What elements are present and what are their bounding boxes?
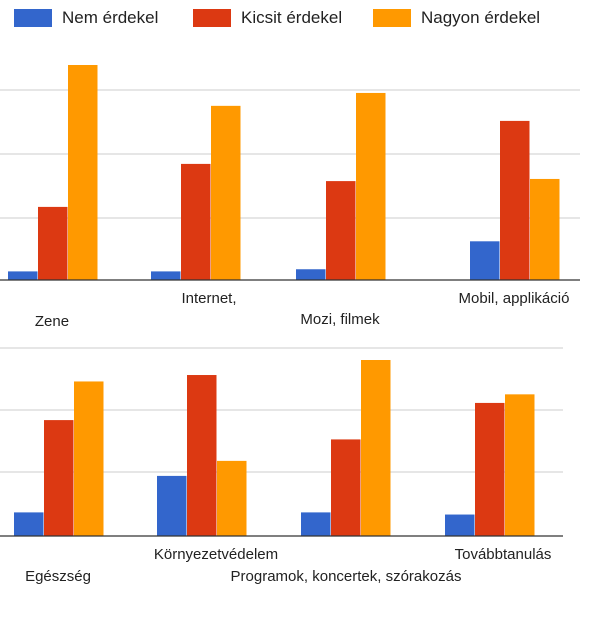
- legend-label: Kicsit érdekel: [241, 8, 343, 27]
- bar: [361, 360, 391, 536]
- bar: [445, 514, 475, 536]
- x-tick-label: Internet,: [181, 290, 236, 307]
- bar: [475, 402, 505, 536]
- legend-swatch-kicsit-erdekel: [193, 9, 231, 27]
- bar: [500, 120, 530, 281]
- bar: [187, 375, 217, 536]
- bar: [211, 105, 241, 280]
- chart-panel-1: Zene Internet, Mozi, filmek Mobil, applikác…: [0, 65, 580, 330]
- bar: [14, 512, 44, 536]
- bar: [301, 512, 331, 536]
- bar: [157, 475, 187, 536]
- bar: [356, 92, 386, 280]
- chart-legend: Nem érdekel Kicsit érdekel Nagyon érdeke…: [0, 0, 595, 36]
- bar: [217, 460, 247, 536]
- bar: [8, 271, 38, 280]
- bar: [68, 65, 98, 280]
- bar: [181, 163, 211, 280]
- x-tick-label: Egészség: [25, 568, 91, 585]
- legend-swatch-nagyon-erdekel: [373, 9, 411, 27]
- bar: [38, 206, 68, 280]
- legend-label: Nem érdekel: [62, 8, 159, 27]
- bar: [151, 271, 181, 280]
- legend-item-nem-erdekel: Nem érdekel: [14, 8, 158, 28]
- bar: [74, 381, 104, 536]
- legend-swatch-nem-erdekel: [14, 9, 52, 27]
- x-tick-label: Programok, koncertek, szórakozás: [231, 568, 462, 585]
- bar: [530, 178, 560, 280]
- bar: [331, 439, 361, 536]
- bar: [296, 269, 326, 280]
- bar: [326, 181, 356, 280]
- legend-label: Nagyon érdekel: [421, 8, 541, 27]
- bar: [470, 241, 500, 280]
- chart-panel-2: Egészség Környezetvédelem Programok, konce…: [0, 347, 563, 585]
- x-tick-label: Mobil, applikáció: [459, 290, 570, 307]
- bar: [505, 394, 535, 536]
- x-tick-label: Mozi, filmek: [300, 311, 380, 328]
- legend-item-kicsit-erdekel: Kicsit érdekel: [193, 8, 342, 28]
- x-tick-label: Továbbtanulás: [455, 546, 552, 563]
- legend-item-nagyon-erdekel: Nagyon érdekel: [373, 8, 540, 28]
- x-tick-label: Környezetvédelem: [154, 546, 278, 563]
- bar: [44, 420, 74, 536]
- x-tick-label: Zene: [35, 313, 69, 330]
